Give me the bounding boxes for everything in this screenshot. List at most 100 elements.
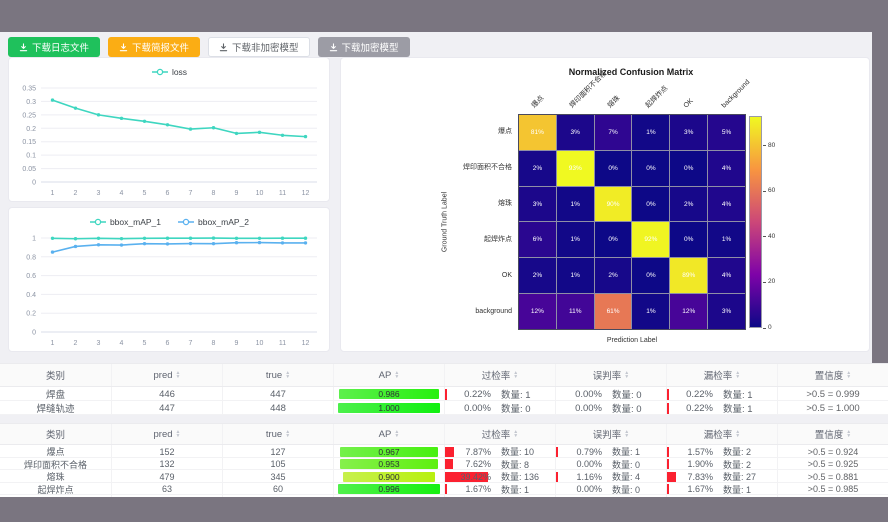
col-header-label: AP (378, 428, 392, 440)
cell-pred: 63 (111, 482, 222, 496)
col-header-5[interactable]: 误判率 ▲ ▼ (555, 364, 666, 386)
rate-bar (556, 446, 558, 457)
ap-bar: 0.996 (338, 484, 440, 495)
sort-icon: ▲ ▼ (285, 429, 291, 439)
col-header-6[interactable]: 漏检率 ▲ ▼ (666, 424, 777, 444)
svg-text:10: 10 (256, 340, 264, 347)
svg-text:4: 4 (120, 340, 124, 347)
table-row: 焊盘 446 447 0.986 0.22% 数量: 1 0.00% 数量: 0 0.22% 数量… (0, 387, 888, 401)
col-header-4[interactable]: 过检率 ▲ ▼ (444, 364, 555, 386)
loss-chart: loss 0 0.05 0.1 0.15 0.2 0.25 0.3 0.35 1 2 3 4 5 6 7 8 9 1… (9, 58, 329, 203)
metrics-table-2: 类别 pred ▲ ▼ true ▲ ▼ AP ▲ ▼ 过检率 ▲ ▼ 误判率 ▲ ▼ 漏检率 ▲ ▼ 置信度 ▲ ▼ 爆点… (0, 423, 888, 497)
cell-category: 爆点 (46, 447, 65, 457)
col-header-3[interactable]: AP ▲ ▼ (333, 424, 444, 444)
matrix-cell: 3% (556, 115, 594, 150)
svg-text:2: 2 (74, 190, 78, 197)
col-header-3[interactable]: AP ▲ ▼ (333, 364, 444, 386)
svg-text:0.4: 0.4 (26, 292, 36, 299)
col-header-2[interactable]: true ▲ ▼ (222, 364, 333, 386)
button-label: 下载简报文件 (132, 43, 190, 54)
col-header-4[interactable]: 过检率 ▲ ▼ (444, 424, 555, 444)
svg-text:9: 9 (235, 190, 239, 197)
matrix-cell: 6% (519, 222, 556, 258)
sort-icon: ▲ ▼ (735, 370, 741, 380)
colorbar-tick (763, 236, 766, 238)
cell-ap: 0.900 (333, 470, 444, 484)
download-encrypted-model-button[interactable]: 下载加密模型 (317, 37, 410, 57)
bbox-chart-plot: 00.20.40.60.811 2 3 4 5 6 7 8 9 10 11 12 (26, 236, 317, 347)
cell-pred: 117 (111, 495, 222, 497)
svg-text:4: 4 (120, 190, 124, 197)
cell-pred: 479 (111, 470, 222, 484)
cell-misjudge-rate: 0.00%数量: 0 (555, 401, 666, 415)
matrix-cell: 4% (708, 186, 745, 222)
sort-icon: ▲ ▼ (624, 370, 630, 380)
download-plain-model-button[interactable]: 下载非加密模型 (208, 37, 310, 57)
matrix-cell: 12% (670, 294, 708, 329)
matrix-cell: 12% (519, 294, 556, 329)
metrics-tables: 类别 pred ▲ ▼ true ▲ ▼ AP ▲ ▼ 过检率 ▲ ▼ 误判率 ▲ ▼ 漏检率 ▲ ▼ 置信度 ▲ ▼ 焊盘… (0, 363, 888, 497)
col-header-1[interactable]: pred ▲ ▼ (111, 364, 222, 386)
col-header-5[interactable]: 误判率 ▲ ▼ (555, 424, 666, 444)
matrix-cell: 7% (594, 115, 632, 150)
cell-confidence: >0.5 = 0.881 (777, 470, 888, 484)
cell-pred: 132 (111, 457, 222, 471)
table-header-row: 类别 pred ▲ ▼ true ▲ ▼ AP ▲ ▼ 过检率 ▲ ▼ 误判率 ▲ ▼ 漏检率 ▲ ▼ 置信度 ▲ ▼ (0, 423, 888, 445)
svg-text:12: 12 (302, 190, 310, 197)
cell-category: 熔珠 (46, 472, 65, 483)
svg-text:6: 6 (166, 190, 170, 197)
table-row: 熔珠 479 345 0.900 39.42% 数量: 136 1.16% 数量: 4 7.83… (0, 470, 888, 484)
rate-bar (445, 471, 489, 482)
download-icon (119, 42, 128, 51)
matrix-cell: 92% (632, 222, 670, 258)
line-series-icon (178, 218, 194, 226)
bbox-map-chart: bbox_mAP_1 bbox_mAP_2 0 0.2 0.4 0.6 0.8 1 1 2 3 4 5 6… (9, 208, 329, 353)
matrix-cell: 90% (594, 186, 632, 222)
cell-overdetect-rate: 39.42% 数量: 136 (444, 470, 555, 484)
col-header-7[interactable]: 置信度 ▲ ▼ (777, 364, 888, 386)
col-header-2[interactable]: true ▲ ▼ (222, 424, 333, 444)
bbox-chart-legend: bbox_mAP_1 bbox_mAP_2 (9, 208, 329, 232)
cell-ap: 0.996 (333, 482, 444, 496)
cell-true: 100 (222, 495, 333, 497)
legend-item-bbox_mAP_1[interactable]: bbox_mAP_1 (89, 217, 161, 227)
button-label: 下载非加密模型 (232, 43, 299, 54)
legend-label: bbox_mAP_2 (198, 217, 250, 227)
cell-true: 105 (222, 457, 333, 471)
table-row: 爆点 152 127 0.967 7.87% 数量: 10 0.79% 数量: 1 1.57% 数… (0, 445, 888, 458)
colorbar-tick (763, 327, 766, 329)
col-header-1[interactable]: pred ▲ ▼ (111, 424, 222, 444)
svg-text:8: 8 (212, 340, 216, 347)
legend-item-loss[interactable]: loss (151, 67, 187, 77)
col-header-label: 置信度 (814, 371, 844, 382)
col-header-label: 误判率 (592, 430, 622, 441)
cell-misjudge-rate: 0.00%数量: 0 (555, 457, 666, 471)
cell-ap: 0.967 (333, 445, 444, 458)
line-series-icon (151, 68, 168, 76)
cell-ap: 0.986 (333, 387, 444, 401)
matrix-cell: 2% (519, 258, 556, 294)
matrix-cell: 89% (670, 258, 708, 294)
download-log-button[interactable]: 下载日志文件 (8, 37, 101, 57)
cell-overdetect-rate: 7.87% 数量: 10 (444, 445, 555, 458)
download-report-button[interactable]: 下载简报文件 (108, 37, 201, 57)
col-header-6[interactable]: 漏检率 ▲ ▼ (666, 364, 777, 386)
rate-bar (667, 446, 669, 457)
rate-bar (445, 459, 454, 470)
svg-text:2: 2 (74, 340, 78, 347)
cell-miss-rate: 1.57% 数量: 2 (666, 445, 777, 458)
svg-text:8: 8 (212, 190, 216, 197)
svg-text:0.8: 0.8 (26, 254, 36, 261)
colorbar-tick-label: 40 (768, 232, 776, 240)
rate-bar (667, 388, 669, 400)
colorbar-tick-label: 80 (768, 141, 776, 149)
cell-overdetect-rate: 0.22% 数量: 1 (444, 387, 555, 401)
col-header-label: 过检率 (481, 371, 511, 382)
legend-item-bbox_mAP_2[interactable]: bbox_mAP_2 (177, 217, 249, 227)
col-header-7[interactable]: 置信度 ▲ ▼ (777, 424, 888, 444)
cell-category: OK (0, 495, 111, 498)
matrix-cell: 0% (594, 222, 632, 258)
matrix-colorbar (749, 116, 762, 328)
matrix-cell: 4% (708, 258, 745, 294)
cell-miss-rate: 0.22% 数量: 1 (666, 387, 777, 401)
